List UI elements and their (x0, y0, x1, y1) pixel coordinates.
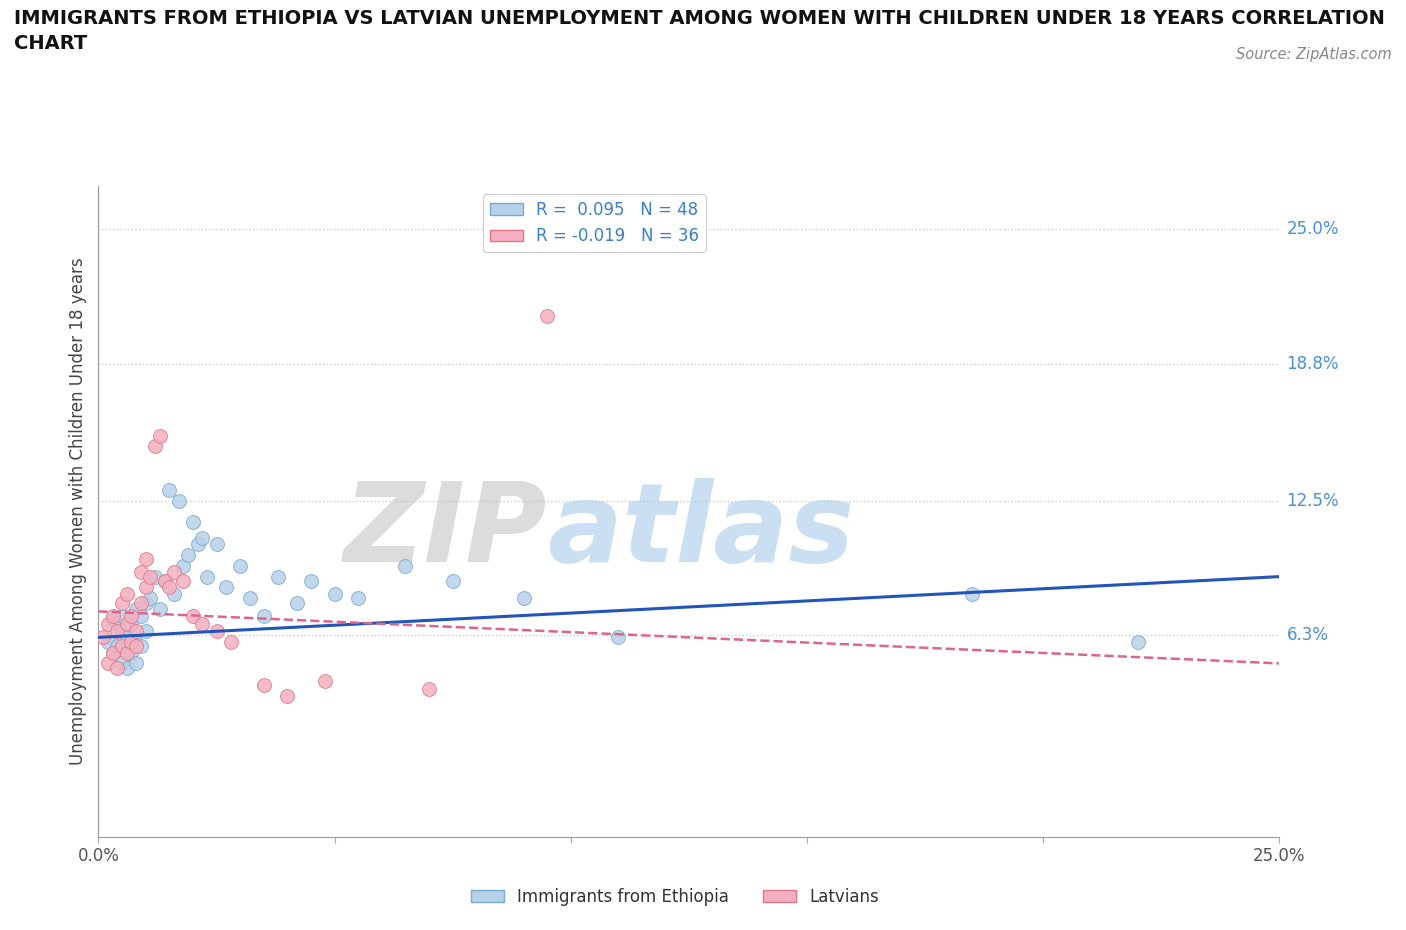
Point (187, 537, 209, 551)
Legend: R =  0.095   N = 48, R = -0.019   N = 36: R = 0.095 N = 48, R = -0.019 N = 36 (482, 194, 706, 252)
Point (512, 591, 534, 605)
Point (285, 595, 308, 610)
Point (229, 558, 252, 573)
Point (101, 613, 124, 628)
Text: 18.8%: 18.8% (1286, 355, 1339, 373)
Point (111, 623, 134, 638)
Point (105, 639, 128, 654)
Point (97, 634, 120, 649)
Point (149, 602, 172, 617)
Point (121, 608, 143, 623)
Point (115, 645, 138, 660)
Point (253, 608, 276, 623)
Text: ZIP: ZIP (343, 477, 547, 585)
Point (191, 530, 214, 545)
Point (253, 678, 276, 693)
Point (97, 617, 120, 631)
Point (125, 639, 148, 654)
Point (347, 591, 370, 605)
Point (1126, 634, 1149, 649)
Point (181, 608, 204, 623)
Point (143, 439, 166, 454)
Point (239, 591, 262, 605)
Point (163, 587, 186, 602)
Y-axis label: Unemployment Among Women with Children Under 18 years: Unemployment Among Women with Children U… (69, 258, 87, 765)
Text: IMMIGRANTS FROM ETHIOPIA VS LATVIAN UNEMPLOYMENT AMONG WOMEN WITH CHILDREN UNDER: IMMIGRANTS FROM ETHIOPIA VS LATVIAN UNEM… (14, 9, 1385, 53)
Point (135, 623, 157, 638)
Text: Source: ZipAtlas.com: Source: ZipAtlas.com (1236, 46, 1392, 61)
Point (115, 660, 138, 675)
Point (121, 617, 143, 631)
Point (205, 623, 228, 638)
Text: 25.0%: 25.0% (1286, 220, 1339, 238)
Point (267, 569, 290, 584)
Point (129, 595, 152, 610)
Point (125, 602, 148, 617)
Point (105, 617, 128, 631)
Point (215, 580, 238, 595)
Point (111, 608, 134, 623)
Point (195, 569, 218, 584)
Point (111, 639, 134, 654)
Point (111, 656, 134, 671)
Point (441, 574, 464, 589)
Point (205, 537, 228, 551)
Point (129, 608, 152, 623)
Point (101, 608, 124, 623)
Point (125, 656, 148, 671)
Point (418, 682, 440, 697)
Point (181, 515, 204, 530)
Text: atlas: atlas (547, 477, 855, 585)
Point (157, 483, 180, 498)
Point (323, 587, 346, 602)
Point (153, 574, 176, 589)
Point (97, 656, 120, 671)
Point (314, 673, 336, 688)
Point (121, 634, 143, 649)
Point (167, 493, 190, 508)
Point (157, 580, 180, 595)
Point (177, 548, 200, 563)
Point (135, 580, 157, 595)
Text: 12.5%: 12.5% (1286, 492, 1339, 510)
Point (962, 587, 984, 602)
Point (125, 623, 148, 638)
Point (153, 574, 176, 589)
Point (139, 591, 162, 605)
Point (105, 623, 128, 638)
Point (129, 565, 152, 579)
Point (172, 558, 194, 573)
Point (149, 428, 172, 443)
Point (191, 617, 214, 631)
Point (172, 574, 194, 589)
Point (135, 595, 157, 610)
Point (115, 617, 138, 631)
Point (219, 634, 242, 649)
Point (101, 645, 124, 660)
Point (129, 639, 152, 654)
Point (125, 634, 148, 649)
Point (115, 587, 138, 602)
Point (111, 595, 134, 610)
Point (299, 574, 322, 589)
Point (163, 565, 186, 579)
Point (121, 645, 143, 660)
Legend: Immigrants from Ethiopia, Latvians: Immigrants from Ethiopia, Latvians (464, 881, 886, 912)
Point (607, 630, 630, 644)
Point (105, 660, 128, 675)
Point (115, 630, 138, 644)
Point (139, 569, 162, 584)
Point (536, 309, 558, 324)
Point (276, 688, 298, 703)
Point (143, 569, 166, 584)
Point (394, 558, 416, 573)
Point (101, 645, 124, 660)
Point (91, 630, 114, 644)
Text: 6.3%: 6.3% (1286, 626, 1329, 644)
Point (135, 551, 157, 566)
